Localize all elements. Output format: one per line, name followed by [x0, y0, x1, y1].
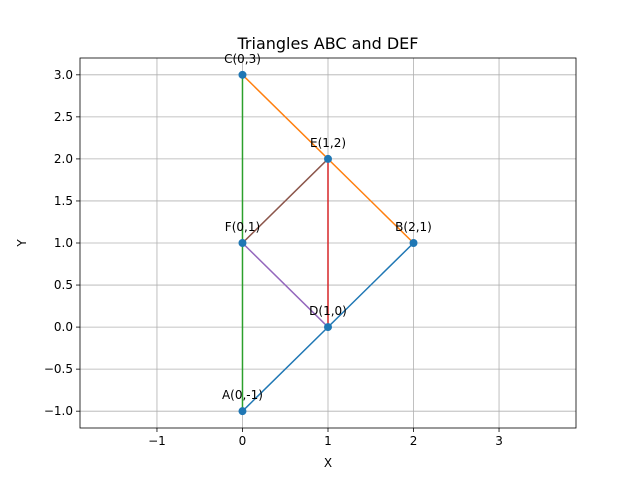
point-marker	[409, 239, 418, 247]
y-tick-label: 3.0	[54, 68, 73, 82]
point-marker	[324, 154, 332, 163]
x-tick-label: −1	[148, 434, 166, 448]
x-tick-label: 1	[324, 434, 332, 448]
y-axis: −1.0 −0.5 0.0 0.5 1.0 1.5 2.0 2.5 3.0	[44, 68, 80, 418]
y-axis-label: Y	[15, 239, 29, 248]
point-markers	[238, 70, 418, 416]
chart-title: Triangles ABC and DEF	[237, 34, 419, 53]
y-tick-label: −0.5	[44, 362, 73, 376]
x-axis: −1 0 1 2 3	[148, 428, 503, 448]
y-tick-label: 0.0	[54, 320, 73, 334]
y-tick-label: −1.0	[44, 404, 73, 418]
x-axis-label: X	[324, 456, 332, 470]
grid	[80, 58, 576, 428]
y-tick-label: 1.5	[54, 194, 73, 208]
series-line	[241, 158, 329, 244]
x-tick-label: 2	[410, 434, 418, 448]
point-labels: A(0,-1) B(2,1) C(0,3) D(1,0) E(1,2) F(0,1)	[222, 52, 432, 402]
y-tick-label: 2.5	[54, 110, 73, 124]
point-label: C(0,3)	[224, 52, 261, 66]
y-tick-label: 1.0	[54, 236, 73, 250]
point-label: D(1,0)	[309, 304, 347, 318]
point-marker	[238, 239, 247, 247]
y-tick-label: 0.5	[54, 278, 73, 292]
x-tick-label: 0	[239, 434, 247, 448]
point-label: F(0,1)	[225, 220, 260, 234]
point-marker	[238, 70, 247, 79]
point-marker	[324, 323, 332, 332]
x-tick-label: 3	[495, 434, 503, 448]
point-label: A(0,-1)	[222, 388, 263, 402]
point-label: B(2,1)	[395, 220, 432, 234]
series-line	[241, 242, 329, 328]
point-label: E(1,2)	[310, 136, 346, 150]
point-marker	[238, 407, 247, 416]
y-tick-label: 2.0	[54, 152, 73, 166]
